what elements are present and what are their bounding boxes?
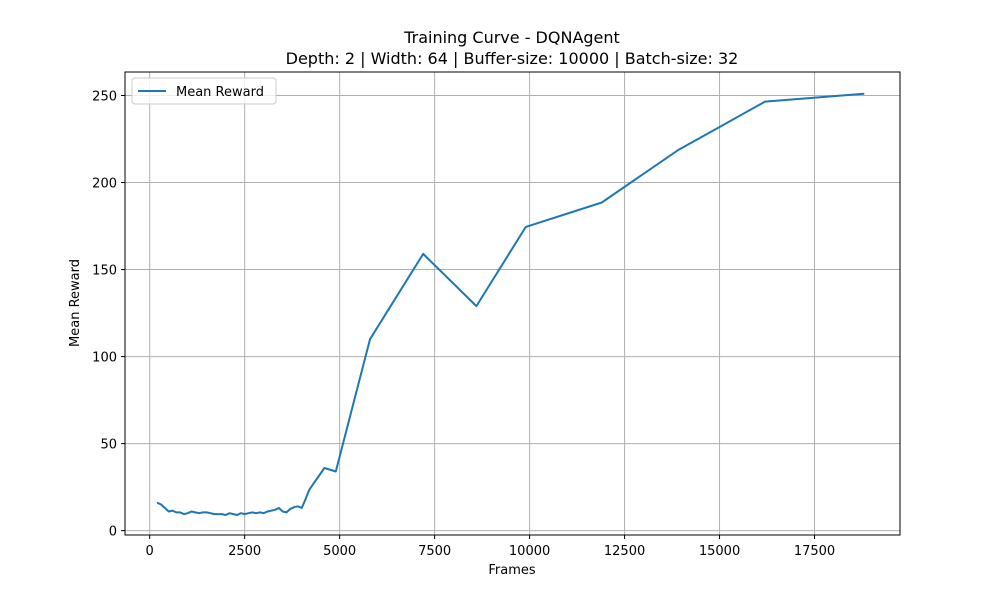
x-tick-label: 12500 bbox=[604, 544, 645, 559]
grid bbox=[125, 72, 900, 535]
x-tick-label: 7500 bbox=[418, 544, 451, 559]
data-point bbox=[259, 511, 261, 513]
x-tick-label: 17500 bbox=[794, 544, 835, 559]
data-point bbox=[213, 513, 215, 515]
plot-frame bbox=[124, 71, 901, 536]
data-point bbox=[194, 511, 196, 513]
y-tick-label: 250 bbox=[92, 89, 117, 104]
data-point bbox=[282, 510, 284, 513]
data-point bbox=[323, 467, 326, 469]
data-point bbox=[293, 506, 295, 508]
data-point bbox=[244, 513, 246, 515]
y-tick-label: 150 bbox=[92, 264, 117, 279]
data-point bbox=[369, 338, 371, 340]
y-tick-label: 50 bbox=[100, 438, 117, 453]
data-point bbox=[221, 513, 223, 515]
data-point bbox=[183, 513, 185, 515]
data-point bbox=[764, 100, 766, 103]
y-tick-label: 100 bbox=[92, 351, 117, 366]
data-point bbox=[270, 510, 272, 512]
data-point bbox=[335, 470, 337, 473]
data-point bbox=[232, 513, 234, 515]
data-point bbox=[202, 511, 204, 513]
chart-title: Training Curve - DQNAgent bbox=[403, 28, 620, 47]
chart-subtitle: Depth: 2 | Width: 64 | Buffer-size: 1000… bbox=[286, 49, 739, 68]
data-point bbox=[677, 149, 679, 151]
data-point bbox=[198, 512, 200, 514]
legend-label: Mean Reward bbox=[176, 85, 264, 100]
axis-ticks: 0 2500 5000 7500 10000 12500 15000 17500 0 50 100 1… bbox=[92, 89, 835, 559]
data-point bbox=[308, 489, 310, 491]
y-tick-label: 200 bbox=[92, 177, 117, 192]
data-point bbox=[164, 507, 166, 509]
x-tick-label: 0 bbox=[146, 544, 154, 559]
data-point bbox=[240, 512, 242, 514]
data-point bbox=[278, 507, 280, 509]
data-point bbox=[228, 512, 231, 514]
data-point bbox=[301, 507, 303, 509]
data-point bbox=[209, 512, 212, 514]
data-point bbox=[179, 511, 181, 513]
data-point bbox=[297, 505, 299, 507]
legend-box bbox=[131, 77, 277, 105]
x-tick-label: 15000 bbox=[699, 544, 740, 559]
data-point bbox=[168, 510, 170, 513]
data-point bbox=[236, 514, 238, 516]
data-point bbox=[190, 510, 193, 513]
data-point bbox=[187, 512, 189, 514]
data-point bbox=[156, 502, 158, 504]
x-tick-label: 5000 bbox=[323, 544, 356, 559]
y-axis-label: Mean Reward bbox=[68, 259, 83, 347]
x-axis-label: Frames bbox=[488, 563, 536, 578]
data-point bbox=[422, 253, 424, 255]
data-point bbox=[263, 512, 265, 514]
legend: Mean Reward bbox=[131, 77, 277, 105]
data-point bbox=[274, 509, 276, 511]
x-tick-label: 2500 bbox=[228, 544, 261, 559]
data-point bbox=[285, 511, 288, 513]
data-point bbox=[225, 514, 227, 516]
y-tick-label: 0 bbox=[109, 525, 117, 540]
x-tick-label: 10000 bbox=[509, 544, 550, 559]
data-point bbox=[175, 511, 177, 513]
data-point bbox=[525, 226, 527, 228]
data-point bbox=[171, 510, 174, 512]
data-point bbox=[251, 511, 253, 513]
data-point bbox=[289, 508, 291, 510]
data-point bbox=[863, 93, 865, 95]
data-point bbox=[247, 512, 250, 514]
data-point bbox=[304, 498, 307, 500]
data-point bbox=[160, 503, 162, 506]
data-point bbox=[217, 513, 219, 515]
series-layer bbox=[156, 92, 865, 516]
data-point bbox=[255, 512, 257, 514]
data-point bbox=[266, 510, 269, 513]
data-point bbox=[475, 305, 478, 307]
data-point bbox=[206, 511, 208, 513]
data-point bbox=[601, 201, 603, 204]
